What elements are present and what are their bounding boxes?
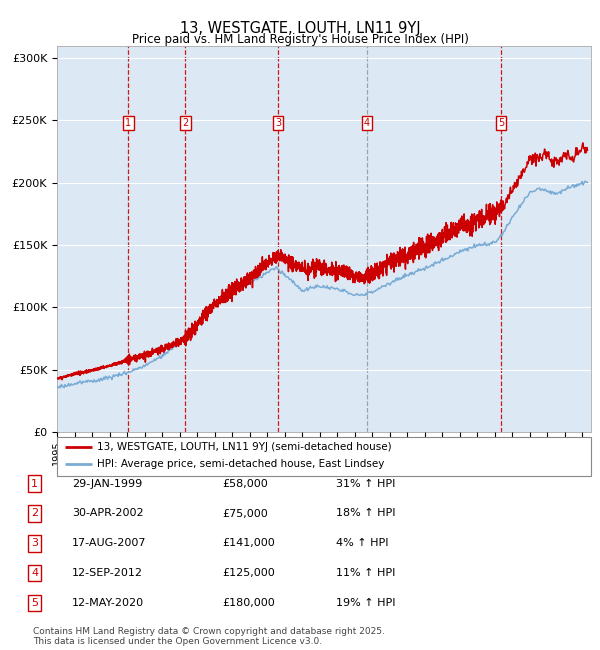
Text: 19% ↑ HPI: 19% ↑ HPI bbox=[336, 598, 395, 608]
Text: 2: 2 bbox=[31, 508, 38, 519]
Text: 29-JAN-1999: 29-JAN-1999 bbox=[72, 478, 142, 489]
Bar bbox=[489, 46, 514, 432]
Text: 4: 4 bbox=[31, 568, 38, 578]
Text: 1: 1 bbox=[125, 118, 131, 128]
Bar bbox=[355, 46, 379, 432]
Text: 17-AUG-2007: 17-AUG-2007 bbox=[72, 538, 146, 549]
Bar bbox=[173, 46, 197, 432]
Text: 5: 5 bbox=[498, 118, 505, 128]
Text: 31% ↑ HPI: 31% ↑ HPI bbox=[336, 478, 395, 489]
Text: £180,000: £180,000 bbox=[222, 598, 275, 608]
Text: £75,000: £75,000 bbox=[222, 508, 268, 519]
Text: 4% ↑ HPI: 4% ↑ HPI bbox=[336, 538, 389, 549]
Text: 13, WESTGATE, LOUTH, LN11 9YJ: 13, WESTGATE, LOUTH, LN11 9YJ bbox=[179, 21, 421, 36]
Text: 12-SEP-2012: 12-SEP-2012 bbox=[72, 568, 143, 578]
Text: Price paid vs. HM Land Registry's House Price Index (HPI): Price paid vs. HM Land Registry's House … bbox=[131, 32, 469, 46]
Text: HPI: Average price, semi-detached house, East Lindsey: HPI: Average price, semi-detached house,… bbox=[97, 459, 385, 469]
Text: 1: 1 bbox=[31, 478, 38, 489]
Text: 13, WESTGATE, LOUTH, LN11 9YJ (semi-detached house): 13, WESTGATE, LOUTH, LN11 9YJ (semi-deta… bbox=[97, 443, 392, 452]
Text: 30-APR-2002: 30-APR-2002 bbox=[72, 508, 143, 519]
Bar bbox=[266, 46, 290, 432]
Text: 12-MAY-2020: 12-MAY-2020 bbox=[72, 598, 144, 608]
FancyBboxPatch shape bbox=[57, 437, 591, 476]
Text: Contains HM Land Registry data © Crown copyright and database right 2025.
This d: Contains HM Land Registry data © Crown c… bbox=[33, 627, 385, 646]
Text: 11% ↑ HPI: 11% ↑ HPI bbox=[336, 568, 395, 578]
Text: £125,000: £125,000 bbox=[222, 568, 275, 578]
Text: 3: 3 bbox=[31, 538, 38, 549]
Text: £141,000: £141,000 bbox=[222, 538, 275, 549]
Text: £58,000: £58,000 bbox=[222, 478, 268, 489]
Text: 5: 5 bbox=[31, 598, 38, 608]
Text: 18% ↑ HPI: 18% ↑ HPI bbox=[336, 508, 395, 519]
Bar bbox=[116, 46, 140, 432]
Text: 2: 2 bbox=[182, 118, 188, 128]
Text: 3: 3 bbox=[275, 118, 281, 128]
Text: 4: 4 bbox=[364, 118, 370, 128]
